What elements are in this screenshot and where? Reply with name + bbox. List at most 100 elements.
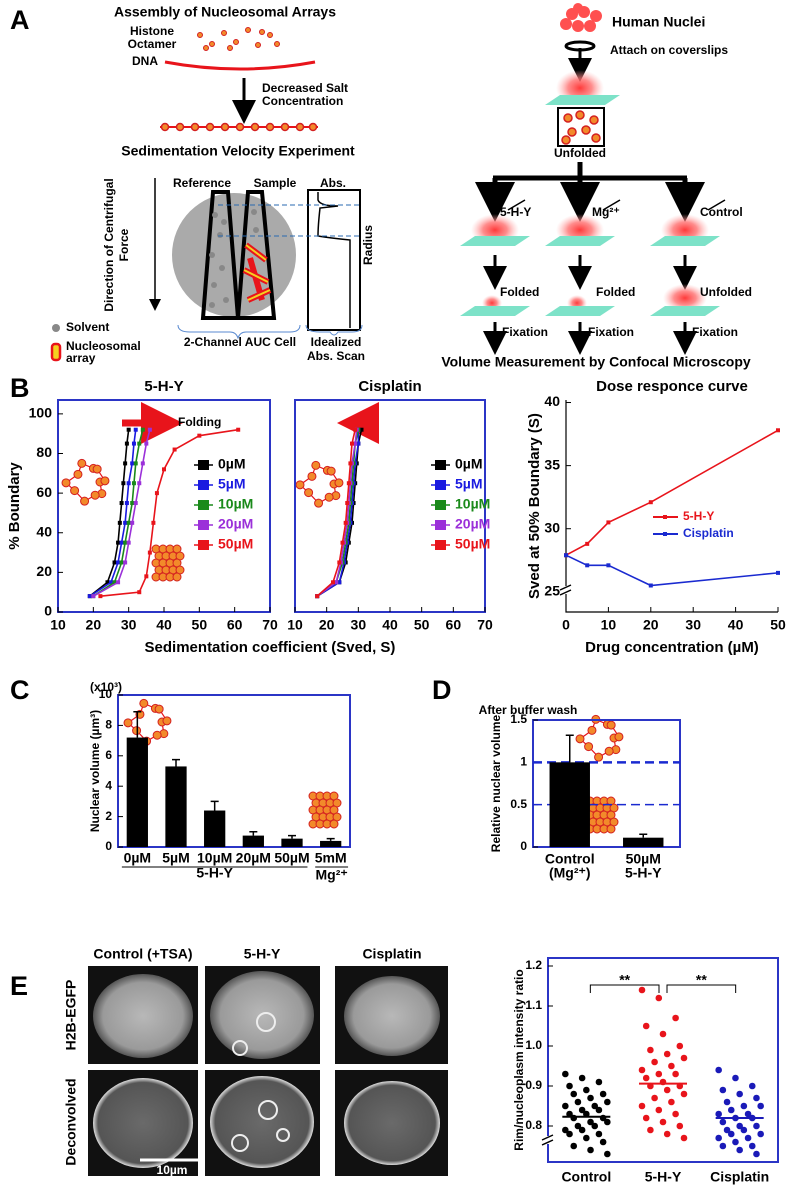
data-point xyxy=(131,481,136,486)
panel-e-images: 10µm xyxy=(88,966,448,1177)
diagram-label: Decreased Salt xyxy=(262,81,348,95)
nucleosome xyxy=(584,742,594,752)
x-tick-label: Control xyxy=(545,851,595,867)
nucleosome xyxy=(70,486,80,496)
data-point xyxy=(116,540,121,545)
data-point xyxy=(663,1086,671,1094)
data-point xyxy=(663,1130,671,1138)
data-point xyxy=(676,1042,684,1050)
diagram-label: Histone xyxy=(130,24,174,38)
x-tick-label: 30 xyxy=(121,617,137,633)
data-point xyxy=(126,481,131,486)
diagram-label: DNA xyxy=(132,54,158,68)
legend-label: 0µM xyxy=(218,456,246,472)
significance-bracket xyxy=(666,984,737,993)
bar xyxy=(126,737,148,847)
data-point xyxy=(753,1094,760,1102)
data-point xyxy=(137,481,142,486)
y-tick-label: 0 xyxy=(44,603,52,619)
bar xyxy=(242,835,264,847)
data-point xyxy=(736,1090,743,1098)
data-point xyxy=(98,594,103,599)
data-point xyxy=(119,560,124,565)
data-point xyxy=(732,1138,739,1146)
panel-label: A xyxy=(10,5,30,35)
series-line xyxy=(100,428,239,597)
image-column-label: Control (+TSA) xyxy=(93,946,192,962)
diagram-label: Attach on coverslips xyxy=(610,43,728,57)
data-point xyxy=(587,1146,594,1154)
data-point xyxy=(715,1110,722,1118)
data-point xyxy=(748,1142,756,1150)
x-tick-label: 0µM xyxy=(124,850,152,866)
x-tick-label: 60 xyxy=(227,617,243,633)
data-point xyxy=(105,580,110,585)
data-point xyxy=(117,520,122,525)
nucleosome xyxy=(152,730,162,740)
diagram-label: Concentration xyxy=(262,94,343,108)
legend-label: 10µM xyxy=(455,496,490,512)
bar xyxy=(320,840,342,847)
legend-label: 5-H-Y xyxy=(683,509,714,523)
data-point xyxy=(137,590,142,595)
data-point xyxy=(124,441,129,446)
significance-label: ** xyxy=(619,972,630,988)
data-point xyxy=(353,427,358,432)
axes xyxy=(565,400,778,613)
x-tick-label: 20 xyxy=(86,617,102,633)
nucleosome xyxy=(139,698,149,708)
diagram-label: Mg²⁺ xyxy=(592,205,620,219)
nucleosome xyxy=(329,819,339,829)
data-point xyxy=(672,1070,679,1078)
error-bar xyxy=(210,800,219,811)
image-column-label: Cisplatin xyxy=(362,946,421,962)
nucleosome xyxy=(100,476,110,486)
nucleosome xyxy=(575,734,585,744)
axis-break xyxy=(559,584,572,596)
bar xyxy=(204,810,226,847)
error-bar xyxy=(288,834,296,839)
group-label: Mg²⁺ xyxy=(316,867,348,883)
y-tick-label: 0 xyxy=(520,839,527,853)
data-point xyxy=(659,1030,667,1038)
y-tick-label: 6 xyxy=(105,748,112,762)
data-point xyxy=(116,580,121,585)
x-tick-label: 50 xyxy=(192,617,208,633)
data-point xyxy=(672,1110,679,1118)
data-point xyxy=(591,1122,599,1130)
data-point xyxy=(353,441,358,446)
data-point xyxy=(757,1102,764,1110)
y-tick-label: 60 xyxy=(36,484,52,500)
data-point xyxy=(642,1022,650,1030)
data-point xyxy=(126,540,131,545)
x-tick-label: 30 xyxy=(685,617,701,633)
bar xyxy=(549,762,590,847)
data-point xyxy=(680,1134,688,1142)
data-point xyxy=(112,560,117,565)
data-point xyxy=(744,1110,752,1118)
data-point xyxy=(668,1098,675,1106)
data-point xyxy=(124,501,129,506)
data-point xyxy=(130,461,135,466)
x-tick-label: 50µM xyxy=(626,851,661,867)
data-point xyxy=(583,1134,590,1142)
diagram-label: Folded xyxy=(596,285,635,299)
data-point xyxy=(776,428,780,433)
nucleosome-icon xyxy=(61,458,110,506)
diagram-label: Radius xyxy=(361,225,375,265)
data-point xyxy=(680,1054,688,1062)
error-bar xyxy=(565,734,574,763)
y-axis-label: % Boundary xyxy=(6,462,23,550)
data-point xyxy=(715,1134,722,1142)
nucleosome xyxy=(172,572,182,582)
data-point xyxy=(599,1138,607,1146)
x-tick-label: 5-H-Y xyxy=(625,865,662,881)
diagram-label: Fixation xyxy=(692,325,738,339)
nucleosome-icon xyxy=(585,796,619,834)
nucleosome xyxy=(594,752,604,762)
nucleosome xyxy=(604,746,614,756)
y-axis-label: Relative nuclear volume xyxy=(489,714,503,852)
nucleosome xyxy=(154,704,164,714)
image-row-label: H2B-EGFP xyxy=(63,980,79,1051)
nucleosome xyxy=(606,824,616,834)
